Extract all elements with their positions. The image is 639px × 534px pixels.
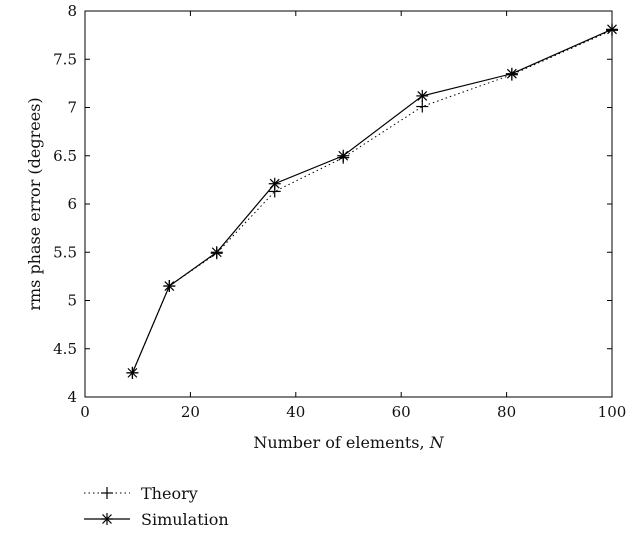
y-tick-label: 8 [67, 2, 77, 20]
plot-area-frame [84, 10, 613, 398]
legend-entry-simulation: Simulation [84, 510, 229, 529]
y-tick-label: 7 [67, 99, 77, 117]
y-tick-label: 5 [67, 292, 77, 310]
point-simulation [268, 177, 281, 190]
legend-label-theory: Theory [141, 484, 198, 503]
point-theory [416, 100, 429, 113]
x-tick-label: 60 [392, 403, 411, 421]
y-tick-label: 7.5 [53, 50, 77, 68]
y-tick-label: 5.5 [53, 243, 77, 261]
y-tick-label: 6.5 [53, 147, 77, 165]
legend-marker-simulation [101, 513, 113, 525]
y-tick-label: 6 [67, 195, 77, 213]
legend-entry-theory: Theory [84, 484, 198, 503]
point-simulation [337, 149, 350, 162]
x-tick-label: 100 [598, 403, 627, 421]
series-layer [126, 23, 618, 379]
axis-ticks: 0 20 40 60 80 100 4 4.5 5 5.5 6 6.5 7 7.5 8 [53, 2, 626, 421]
point-simulation [606, 23, 618, 36]
point-simulation [163, 280, 176, 293]
x-tick-label: 40 [286, 403, 305, 421]
series-line-theory [131, 29, 613, 374]
x-axis-label: Number of elements, N [253, 433, 444, 452]
point-simulation [210, 246, 223, 259]
legend-label-simulation: Simulation [141, 510, 229, 529]
y-tick-label: 4 [67, 388, 77, 406]
series-line-simulation [131, 28, 613, 374]
x-tick-label: 80 [497, 403, 516, 421]
point-simulation [505, 67, 518, 80]
y-tick-label: 4.5 [53, 340, 77, 358]
point-simulation [126, 366, 139, 379]
y-axis-label: rms phase error (degrees) [25, 97, 44, 310]
x-tick-label: 0 [80, 403, 90, 421]
x-tick-label: 20 [181, 403, 200, 421]
legend-marker-theory [101, 487, 113, 499]
legend: Theory Simulation [84, 484, 229, 529]
point-simulation [416, 89, 429, 102]
